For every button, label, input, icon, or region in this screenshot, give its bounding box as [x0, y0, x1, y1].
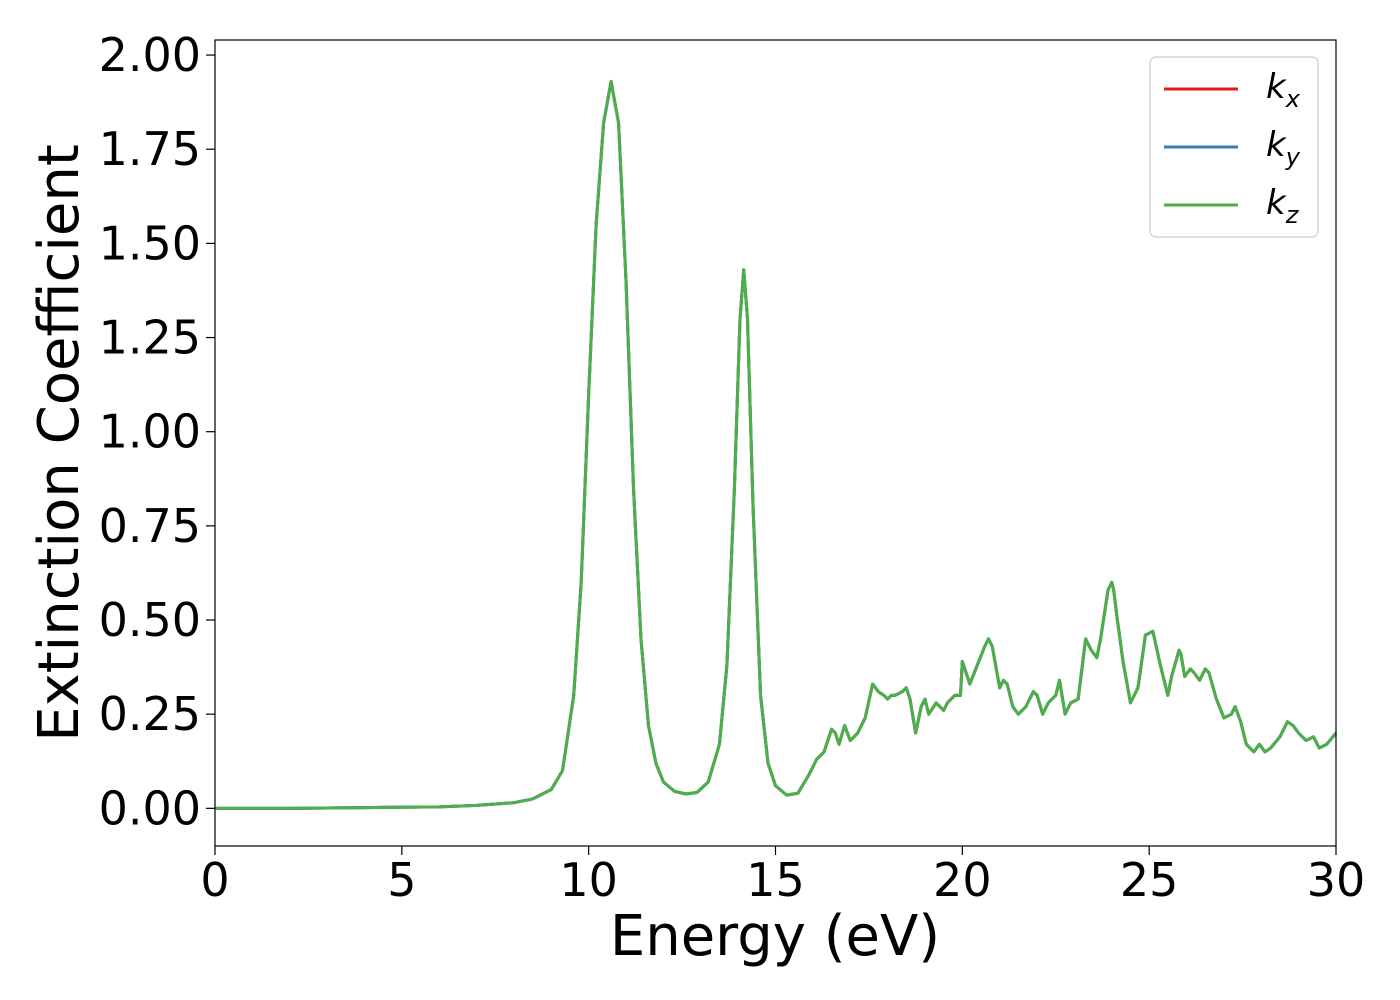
y-axis-ticks: 0.00 0.25 0.50 0.75 1.00 1.25 1.50 1.75 2.00 — [99, 28, 215, 835]
y-axis-label: Extinction Coefficient — [27, 144, 92, 742]
legend-label-kz: kz — [1266, 183, 1300, 229]
x-tick-label: 25 — [1120, 853, 1179, 907]
x-tick-label: 20 — [933, 853, 992, 907]
y-tick-label: 0.25 — [99, 687, 201, 741]
x-tick-label: 5 — [387, 853, 416, 907]
y-tick-label: 1.25 — [99, 311, 201, 365]
y-tick-label: 0.75 — [99, 499, 201, 553]
x-tick-label: 10 — [559, 853, 618, 907]
series-layer — [215, 79, 1338, 810]
series-line-k-z — [215, 79, 1338, 810]
x-tick-label: 15 — [746, 853, 805, 907]
x-axis-ticks: 0 5 10 15 20 25 30 — [200, 846, 1365, 907]
x-axis-label: Energy (eV) — [610, 904, 940, 969]
x-tick-label: 0 — [200, 853, 229, 907]
legend: kx ky kz — [1149, 56, 1319, 238]
y-tick-label: 0.50 — [99, 593, 201, 647]
legend-label-kx: kx — [1266, 67, 1301, 113]
y-tick-label: 0.00 — [99, 781, 201, 835]
y-tick-label: 1.50 — [99, 216, 201, 270]
legend-label-ky: ky — [1266, 125, 1301, 171]
y-tick-label: 1.75 — [99, 122, 201, 176]
y-tick-label: 1.00 — [99, 405, 201, 459]
y-tick-label: 2.00 — [99, 28, 201, 82]
x-tick-label: 30 — [1307, 853, 1366, 907]
